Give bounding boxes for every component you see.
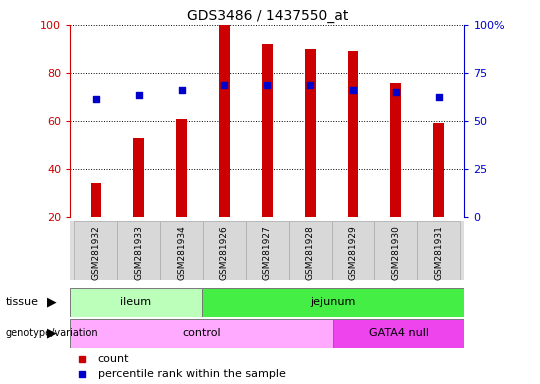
Text: percentile rank within the sample: percentile rank within the sample [98,369,286,379]
Bar [305,49,315,217]
Bar [417,221,460,280]
Bar [91,184,102,217]
Point [434,94,443,100]
Bar [75,221,117,280]
Text: GSM281928: GSM281928 [306,225,315,280]
Title: GDS3486 / 1437550_at: GDS3486 / 1437550_at [187,8,348,23]
Point [92,96,100,103]
Bar [70,319,333,348]
Bar [160,221,203,280]
Point [263,82,272,88]
Bar [246,221,289,280]
Bar [262,44,273,217]
Text: GSM281930: GSM281930 [392,225,400,280]
Text: GSM281933: GSM281933 [134,225,143,280]
Bar [289,221,332,280]
Bar [348,51,359,217]
Text: GSM281931: GSM281931 [434,225,443,280]
Bar [201,288,464,317]
Bar [117,221,160,280]
Bar [70,288,201,317]
Text: ileum: ileum [120,297,151,308]
Point [134,91,143,98]
Bar [333,319,464,348]
Text: GATA4 null: GATA4 null [369,328,429,338]
Text: jejunum: jejunum [310,297,356,308]
Bar [374,221,417,280]
Text: GSM281929: GSM281929 [348,225,357,280]
Text: tissue: tissue [5,297,38,308]
Text: control: control [183,328,221,338]
Point [306,82,314,88]
Point [392,89,400,95]
Bar [332,221,374,280]
Bar [433,123,444,217]
Point [177,87,186,93]
Text: genotype/variation: genotype/variation [5,328,98,338]
Text: GSM281927: GSM281927 [263,225,272,280]
Bar [133,138,144,217]
Text: ▶: ▶ [46,327,56,339]
Text: GSM281934: GSM281934 [177,225,186,280]
Text: ▶: ▶ [46,296,56,309]
Bar [390,83,401,217]
Bar [176,119,187,217]
Text: GSM281926: GSM281926 [220,225,229,280]
Point [349,87,357,93]
Text: GSM281932: GSM281932 [91,225,100,280]
Bar [203,221,246,280]
Text: count: count [98,354,129,364]
Bar [219,25,230,217]
Point [220,82,229,88]
